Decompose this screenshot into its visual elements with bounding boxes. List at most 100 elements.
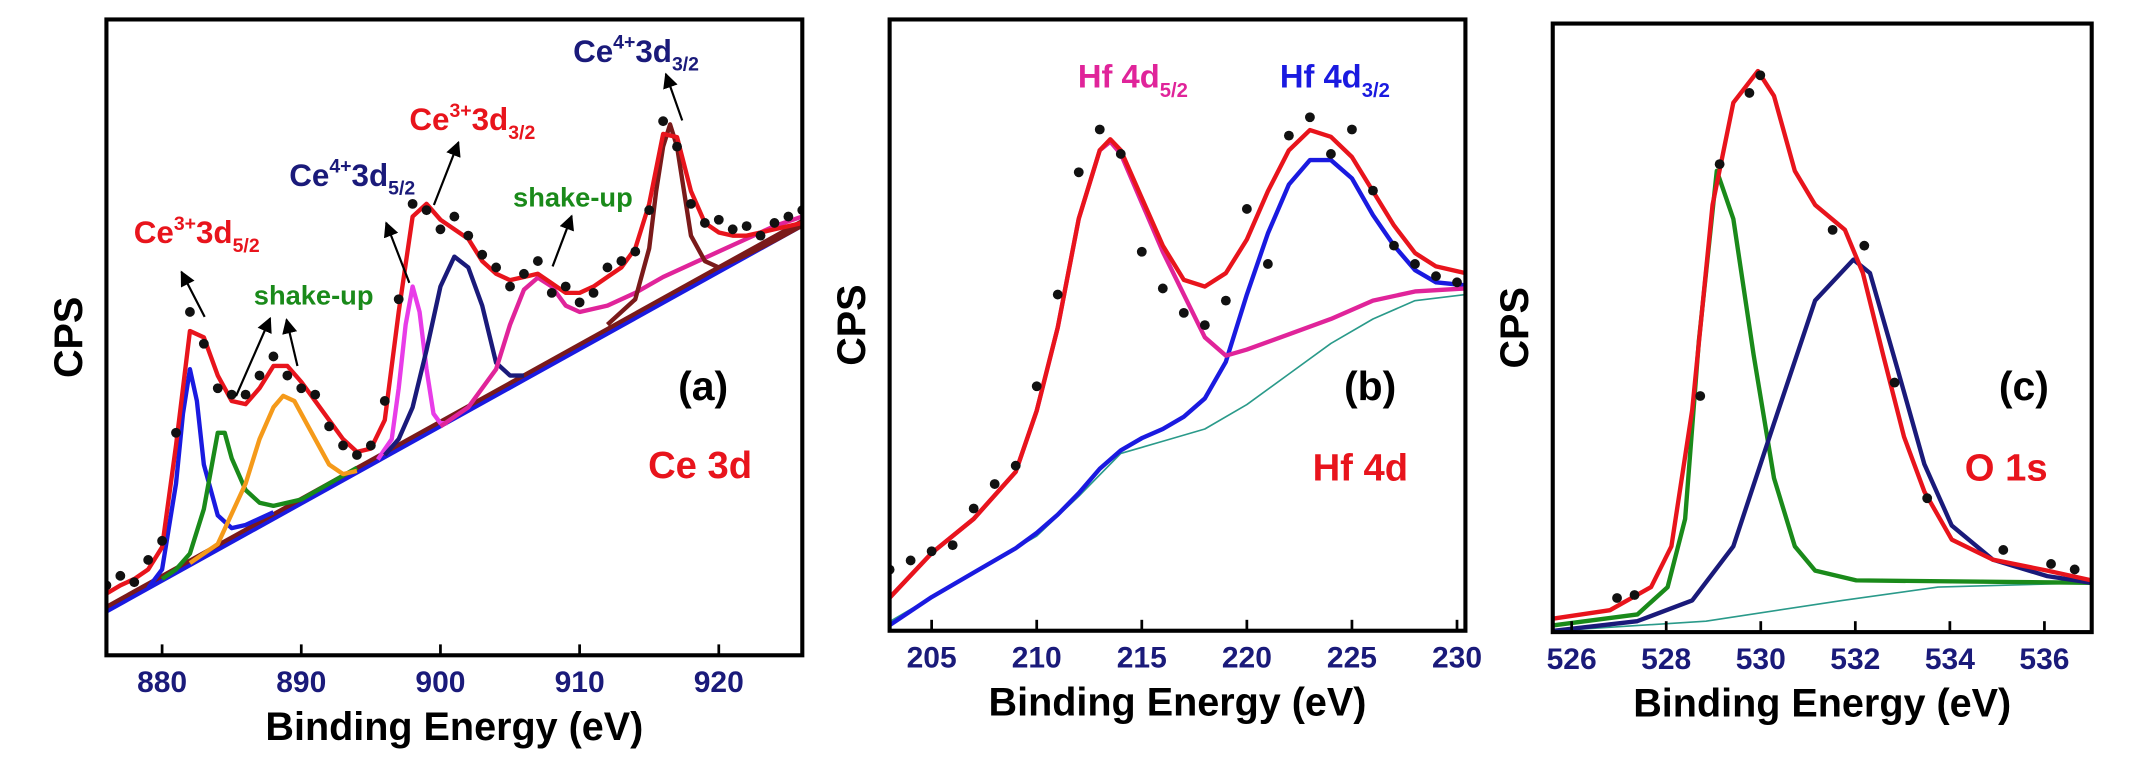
data-point [1859,240,1870,251]
data-point [588,287,599,298]
data-point [185,307,195,317]
data-point [1889,377,1900,388]
plot-area [889,112,1466,628]
data-point [115,570,126,581]
plot-area [1552,68,2092,633]
fit-curve [106,131,803,596]
annotation-part: 3d [196,215,233,250]
data-point [1283,130,1294,141]
x-tick-label: 215 [1117,642,1167,675]
data-point [989,479,1000,489]
data-point [449,211,460,222]
data-point [1827,224,1838,235]
annotation-part: 3/2 [1362,80,1390,102]
data-point [1389,240,1399,251]
fit-curve [188,393,358,565]
x-tick-label: 910 [555,666,605,699]
fit-curve [1552,168,2092,628]
data-point [1410,259,1420,269]
arrow [180,270,206,318]
data-point [755,230,766,241]
x-tick-label: 890 [276,666,326,699]
data-point [1262,259,1273,269]
data-point [1305,112,1315,123]
fit-curve [146,366,275,590]
x-tick-label: 528 [1641,643,1691,676]
fit-curve [889,157,1466,628]
annotation-part: 3+ [449,100,471,122]
data-point [947,540,958,551]
data-point [2069,564,2080,575]
data-point [435,224,446,235]
annotation-part: Ce [573,34,613,69]
annotation-part: Hf 4d [1280,58,1362,95]
y-axis-title: CPS [47,297,91,378]
annotation: Ce3+3d3/2 [409,100,535,144]
data-point [1326,149,1336,159]
annotation: Hf 4d5/2 [1078,58,1188,102]
plot-frame [104,17,805,658]
annotation: Ce4+3d3/2 [573,32,699,76]
data-point [240,389,251,400]
data-point [1199,320,1210,331]
data-point [1094,124,1105,135]
data-point [1220,295,1231,306]
data-point [1010,460,1021,471]
fit-curve [106,219,803,609]
data-point [1136,246,1147,257]
data-point [630,246,641,257]
annotation: shake-up [254,280,374,311]
x-tick-label: 210 [1012,642,1062,675]
data-point [171,427,181,438]
data-point [1241,204,1252,214]
data-point [268,351,279,362]
x-axis-title: Binding Energy (eV) [265,705,643,749]
data-point [198,338,209,349]
data-point [926,546,937,557]
data-point [783,211,794,222]
fit-curve [889,127,1466,600]
data-point [1431,271,1441,282]
annotation: Ce3+3d5/2 [134,213,260,257]
x-tick-label: 230 [1432,642,1482,675]
arrow [235,316,272,397]
data-point [1178,307,1189,318]
data-point [338,440,348,451]
annotation: (b) [1344,363,1396,409]
arrow [432,140,461,206]
data-point [686,198,696,209]
data-point [1347,124,1357,135]
annotation: Ce4+3d5/2 [289,156,415,200]
data-point [1744,88,1755,98]
data-point [1998,545,2009,555]
data-point [352,450,362,460]
annotation-part: 5/2 [388,178,415,200]
data-point [2046,559,2056,569]
data-point [602,262,613,273]
data-point [1031,381,1042,392]
data-point [254,370,265,381]
x-tick-label: 920 [694,666,744,699]
annotation-part: 4+ [613,32,635,54]
data-point [505,281,515,292]
data-point [129,577,140,588]
x-tick-label: 526 [1547,643,1597,676]
annotation: Hf 4d3/2 [1280,58,1390,102]
plot-frame [887,17,1468,633]
data-point [658,116,669,127]
data-point [282,370,293,381]
data-point [143,555,154,565]
data-point [574,297,585,308]
arrow [282,318,299,367]
fit-curve [1552,581,2092,632]
data-point [379,396,390,406]
data-point [421,205,432,216]
annotation-part: 3d [635,34,672,69]
arrow [383,221,411,284]
data-point [741,221,752,232]
x-tick-label: 220 [1222,642,1272,675]
annotation: (a) [678,363,728,409]
data-point [324,421,335,432]
